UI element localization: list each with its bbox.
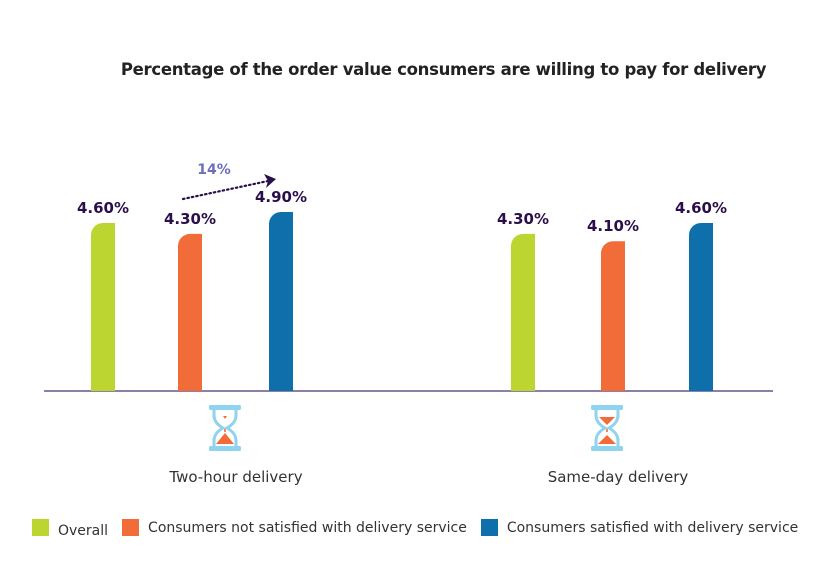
legend-label-overall: Overall <box>58 522 109 539</box>
value-label-0-0: 4.60% <box>77 199 129 217</box>
hourglass-sand-top <box>599 417 615 425</box>
hourglass-sand-bottom <box>216 433 234 444</box>
legend-swatch-not-satisfied <box>122 519 140 536</box>
bar-1-1 <box>601 241 625 391</box>
hourglass-half-icon <box>591 405 623 451</box>
bar-1-2 <box>689 222 713 391</box>
hourglass-right-glass <box>223 410 238 446</box>
hourglass-sand-stream <box>224 429 226 432</box>
bar-0-0 <box>91 222 115 391</box>
hourglass-bottom-cap <box>209 446 241 451</box>
legend-label-not-satisfied: Consumers not satisfied with delivery se… <box>148 519 467 536</box>
value-label-1-0: 4.30% <box>497 210 549 228</box>
legend: Overall Consumers not satisfied with del… <box>32 519 812 539</box>
hourglass-left-glass <box>594 410 609 446</box>
value-label-0-2: 4.90% <box>255 188 307 206</box>
legend-item-not-satisfied: Consumers not satisfied with delivery se… <box>122 519 467 536</box>
hourglass-top-cap <box>591 405 623 410</box>
hourglass-bottom-cap <box>591 446 623 451</box>
hourglass-top-cap <box>209 405 241 410</box>
hourglass-empty-top-icon <box>209 405 241 451</box>
value-label-1-2: 4.60% <box>675 199 727 217</box>
annotation-label: 14% <box>197 162 231 178</box>
annotation-dotted-arrow-line <box>181 179 270 201</box>
legend-item-satisfied: Consumers satisfied with delivery servic… <box>480 519 799 536</box>
value-label-1-1: 4.10% <box>587 217 639 235</box>
hourglass-sand-top <box>223 416 227 419</box>
legend-swatch-overall <box>32 519 49 536</box>
hourglass-sand-bottom <box>598 435 616 444</box>
bar-1-0 <box>511 233 535 391</box>
hourglass-right-glass <box>605 410 620 446</box>
chart-title: Percentage of the order value consumers … <box>120 60 767 79</box>
legend-label-satisfied: Consumers satisfied with delivery servic… <box>506 519 799 536</box>
legend-item-overall: Overall <box>32 519 109 539</box>
bar-0-1 <box>178 233 202 391</box>
value-label-0-1: 4.30% <box>164 210 216 228</box>
hourglass-sand-stream <box>606 429 608 432</box>
legend-swatch-satisfied <box>480 519 498 536</box>
bar-0-2 <box>269 212 293 391</box>
category-label-1: Same-day delivery <box>548 468 689 486</box>
annotation-arrowhead-icon <box>264 174 276 188</box>
category-label-0: Two-hour delivery <box>168 468 302 486</box>
hourglass-left-glass <box>212 410 227 446</box>
